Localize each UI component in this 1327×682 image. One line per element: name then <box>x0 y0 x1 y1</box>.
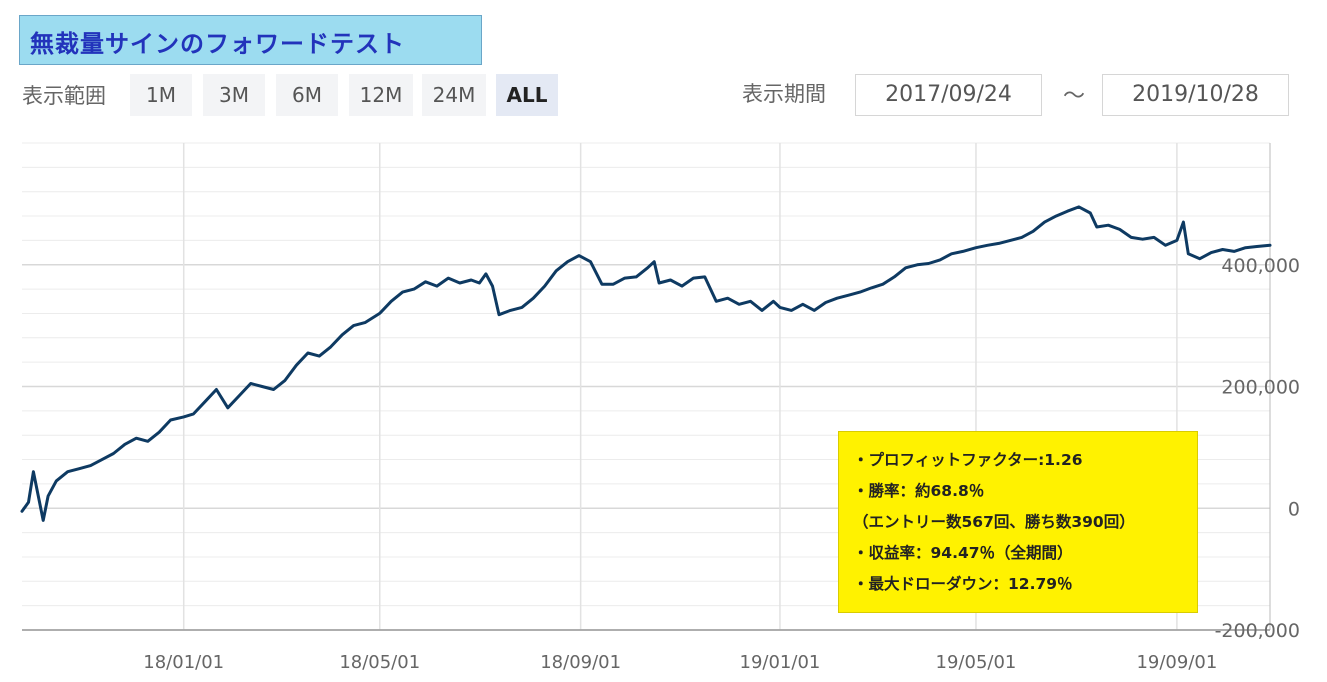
chart-title: 無裁量サインのフォワードテスト <box>30 30 405 58</box>
y-tick-label: 200,000 <box>1221 377 1300 399</box>
range-button-3m[interactable]: 3M <box>203 74 265 116</box>
stat-entry-count: （エントリー数567回、勝ち数390回） <box>853 513 1135 531</box>
x-tick-label: 18/09/01 <box>540 652 621 673</box>
range-button-24m[interactable]: 24M <box>422 74 486 116</box>
end-date-field[interactable]: 2019/10/28 <box>1102 74 1289 116</box>
stat-profit-factor: ・プロフィットファクター:1.26 <box>853 451 1083 469</box>
x-tick-label: 18/01/01 <box>143 652 224 673</box>
stats-box: ・プロフィットファクター:1.26 ・勝率：約68.8％ （エントリー数567回… <box>838 431 1198 613</box>
range-button-6m[interactable]: 6M <box>276 74 338 116</box>
period-separator: ～ <box>1063 84 1086 109</box>
stat-win-rate: ・勝率：約68.8％ <box>853 482 985 500</box>
range-button-all[interactable]: ALL <box>496 74 558 116</box>
start-date-field[interactable]: 2017/09/24 <box>855 74 1042 116</box>
y-tick-label: -200,000 <box>1215 620 1300 642</box>
range-button-12m[interactable]: 12M <box>349 74 413 116</box>
range-label: 表示範囲 <box>22 84 106 108</box>
x-tick-label: 18/05/01 <box>339 652 420 673</box>
stat-return-rate: ・収益率：94.47％（全期間） <box>853 544 1073 562</box>
x-tick-label: 19/09/01 <box>1136 652 1217 673</box>
range-button-1m[interactable]: 1M <box>130 74 192 116</box>
y-tick-label: 0 <box>1288 498 1300 520</box>
period-label: 表示期間 <box>742 82 826 106</box>
x-tick-label: 19/01/01 <box>740 652 821 673</box>
stat-max-drawdown: ・最大ドローダウン：12.79％ <box>853 575 1073 593</box>
chart-title-banner: 無裁量サインのフォワードテスト <box>19 15 482 65</box>
x-tick-label: 19/05/01 <box>936 652 1017 673</box>
y-tick-label: 400,000 <box>1221 255 1300 277</box>
equity-series-line <box>20 205 1272 522</box>
